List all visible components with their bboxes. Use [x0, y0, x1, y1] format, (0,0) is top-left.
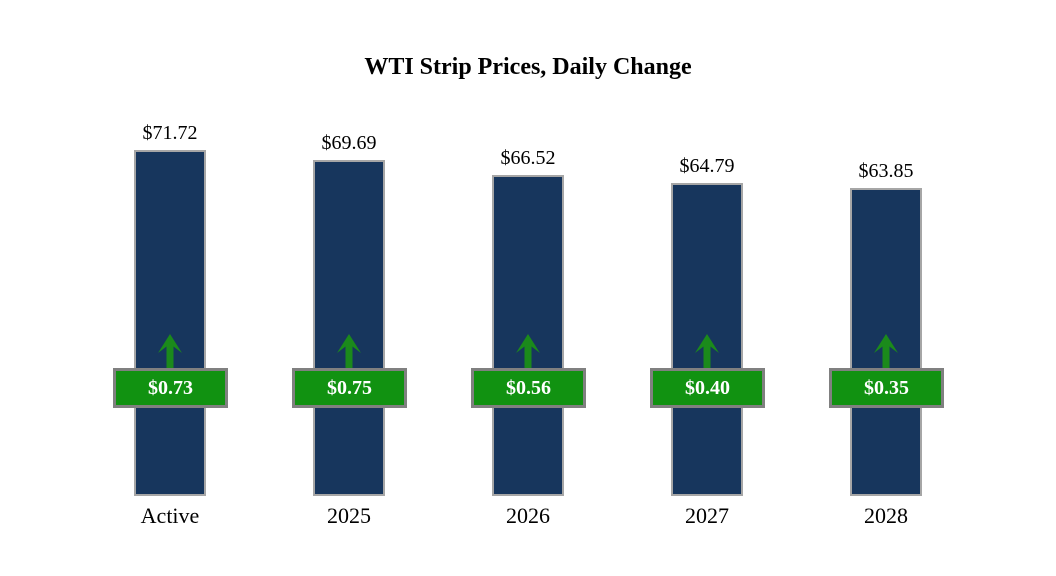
chart-title: WTI Strip Prices, Daily Change	[364, 54, 692, 80]
up-arrow-icon	[516, 334, 540, 372]
price-label: $66.52	[500, 147, 556, 169]
category-label: 2028	[864, 503, 908, 528]
category-label: 2027	[685, 503, 729, 528]
up-arrow-icon	[695, 334, 719, 372]
category-label: 2025	[327, 503, 371, 528]
price-label: $71.72	[142, 122, 198, 144]
change-badge-label: $0.40	[685, 377, 730, 399]
change-badge-label: $0.73	[148, 377, 193, 399]
price-bar	[313, 160, 385, 496]
price-label: $64.79	[679, 155, 735, 177]
change-badge: $0.40	[650, 368, 765, 408]
price-label: $69.69	[321, 132, 377, 154]
up-arrow-icon	[874, 334, 898, 372]
change-badge: $0.35	[829, 368, 944, 408]
up-arrow-icon	[158, 334, 182, 372]
up-arrow-icon	[337, 334, 361, 372]
change-badge-label: $0.35	[864, 377, 909, 399]
change-badge-label: $0.75	[327, 377, 372, 399]
category-label: Active	[140, 503, 200, 528]
change-badge: $0.75	[292, 368, 407, 408]
change-badge: $0.73	[113, 368, 228, 408]
category-label: 2026	[506, 503, 550, 528]
price-label: $63.85	[858, 160, 914, 182]
change-badge-label: $0.56	[506, 377, 551, 399]
change-badge: $0.56	[471, 368, 586, 408]
price-bar	[134, 150, 206, 496]
